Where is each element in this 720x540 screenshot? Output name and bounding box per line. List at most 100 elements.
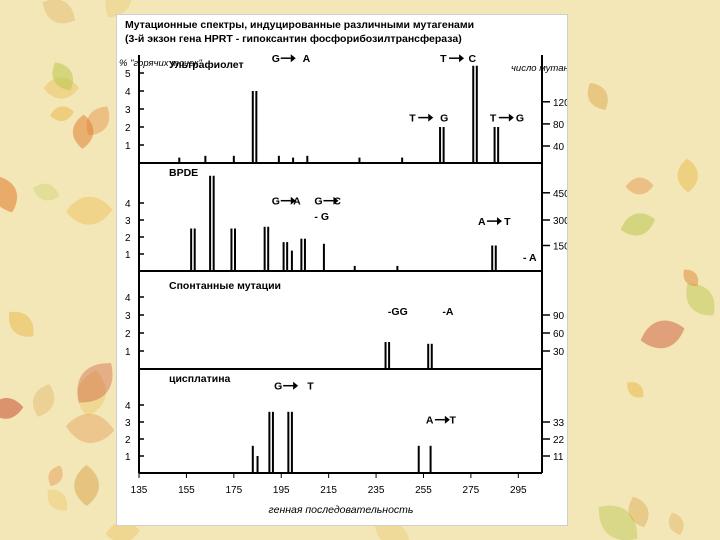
- right-tick-label: 150: [553, 242, 567, 253]
- panel-label: Ультрафиолет: [169, 59, 244, 71]
- right-axis-caption: число мутантов: [511, 63, 567, 74]
- x-tick-label: 215: [320, 485, 337, 496]
- leaf-decoration: [47, 489, 68, 511]
- leaf-decoration: [74, 464, 99, 507]
- mutation-annotation: -A: [442, 306, 453, 318]
- left-tick-label: 4: [125, 401, 131, 412]
- mutation-annotation: -GG: [388, 306, 408, 318]
- leaf-decoration: [640, 320, 685, 349]
- left-tick-label: 1: [125, 452, 131, 463]
- arrow-head: [290, 196, 296, 205]
- right-tick-label: 40: [553, 142, 565, 153]
- mutation-annotation: T: [450, 415, 457, 427]
- x-tick-label: 155: [178, 485, 195, 496]
- figure-subtitle: (3-й экзон гена HPRT - гипоксантин фосфо…: [125, 33, 462, 45]
- left-tick-label: 3: [125, 216, 131, 227]
- mutation-annotation: T: [409, 113, 416, 125]
- leaf-decoration: [686, 283, 715, 316]
- leaf-decoration: [8, 311, 34, 337]
- leaf-decoration: [48, 465, 63, 487]
- leaf-decoration: [677, 158, 698, 193]
- arrow-head: [508, 113, 514, 122]
- right-tick-label: 60: [553, 329, 565, 340]
- right-tick-label: 450: [553, 189, 567, 200]
- left-tick-label: 1: [125, 141, 131, 152]
- leaf-decoration: [0, 398, 24, 419]
- left-tick-label: 3: [125, 418, 131, 429]
- leaf-decoration: [50, 106, 74, 121]
- mutation-annotation: T: [307, 381, 314, 393]
- right-tick-label: 80: [553, 120, 565, 131]
- x-tick-label: 135: [131, 485, 148, 496]
- leaf-decoration: [77, 363, 113, 403]
- left-tick-label: 4: [125, 293, 131, 304]
- leaf-decoration: [77, 370, 106, 417]
- leaf-decoration: [105, 0, 132, 18]
- panel-label: BPDE: [169, 167, 198, 179]
- mutation-annotation: C: [469, 53, 477, 65]
- left-tick-label: 3: [125, 105, 131, 116]
- arrow-head: [496, 217, 502, 226]
- left-axis-caption: % "горячих точек": [119, 58, 203, 69]
- leaf-decoration: [42, 0, 76, 24]
- mutation-annotation: C: [333, 196, 341, 208]
- arrow-head: [290, 54, 296, 63]
- mutation-annotation: G: [516, 113, 524, 125]
- figure-title: Мутационные спектры, индуцированные разл…: [125, 19, 475, 31]
- mutation-annotation: G: [274, 381, 282, 393]
- mutation-annotation: A: [478, 216, 486, 228]
- leaf-decoration: [625, 177, 654, 195]
- arrow-head: [444, 415, 450, 424]
- leaf-decoration: [65, 196, 113, 225]
- right-tick-label: 22: [553, 435, 565, 446]
- right-tick-label: 120: [553, 98, 567, 109]
- x-axis-title: генная последовательность: [269, 504, 414, 516]
- mutation-annotation: T: [504, 216, 511, 228]
- leaf-decoration: [52, 62, 73, 91]
- figure-panel: Мутационные спектры, индуцированные разл…: [116, 14, 568, 526]
- x-tick-label: 175: [225, 485, 242, 496]
- leaf-decoration: [33, 183, 60, 201]
- leaf-decoration: [32, 384, 55, 417]
- leaf-decoration: [72, 114, 94, 149]
- x-tick-label: 235: [368, 485, 385, 496]
- left-tick-label: 2: [125, 123, 131, 134]
- x-tick-label: 195: [273, 485, 290, 496]
- panel-label: Спонтанные мутации: [169, 280, 281, 292]
- mutation-annotation: - G: [314, 211, 329, 223]
- arrow-head: [293, 381, 299, 390]
- mutation-annotation: T: [490, 113, 497, 125]
- mutation-spectra-chart: % "горячих точек" число мутантов Ультрафио…: [119, 53, 567, 516]
- mutation-annotation: A: [293, 196, 301, 208]
- right-tick-label: 30: [553, 347, 565, 358]
- mutation-annotation: G: [272, 53, 280, 65]
- leaf-decoration: [627, 382, 644, 398]
- leaf-decoration: [620, 213, 656, 236]
- left-tick-label: 4: [125, 199, 131, 210]
- leaf-decoration: [374, 521, 411, 540]
- x-tick-label: 255: [415, 485, 432, 496]
- leaf-decoration: [86, 106, 110, 136]
- leaf-decoration: [628, 496, 649, 528]
- left-tick-label: 2: [125, 329, 131, 340]
- left-tick-label: 5: [125, 69, 131, 80]
- left-tick-label: 3: [125, 311, 131, 322]
- right-tick-label: 300: [553, 216, 567, 227]
- left-tick-label: 4: [125, 87, 131, 98]
- leaf-decoration: [598, 505, 638, 540]
- right-tick-label: 33: [553, 418, 565, 429]
- mutation-annotation: A: [426, 415, 434, 427]
- left-tick-label: 2: [125, 435, 131, 446]
- leaf-decoration: [65, 413, 115, 443]
- x-tick-label: 295: [510, 485, 527, 496]
- right-tick-label: 90: [553, 311, 565, 322]
- x-tick-label: 275: [463, 485, 480, 496]
- leaf-decoration: [105, 522, 140, 540]
- arrow-head: [459, 54, 465, 63]
- leaf-decoration: [0, 176, 18, 213]
- mutation-annotation: G: [314, 196, 322, 208]
- arrow-head: [428, 113, 434, 122]
- leaf-decoration: [587, 82, 608, 110]
- left-tick-label: 1: [125, 347, 131, 358]
